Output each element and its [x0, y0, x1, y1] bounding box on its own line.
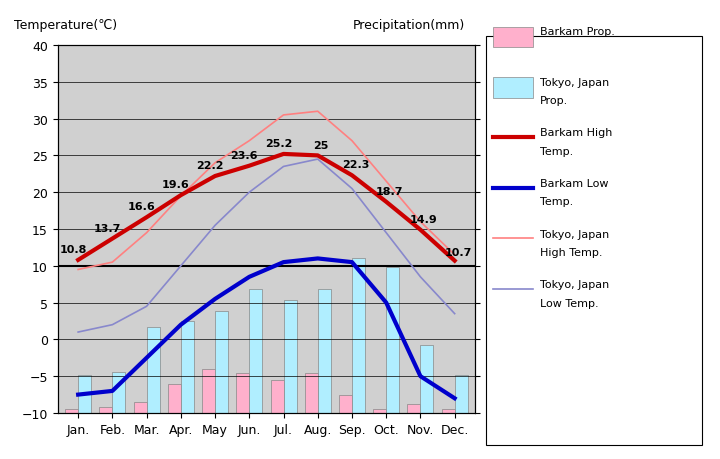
Text: Precipitation(mm): Precipitation(mm) [353, 19, 465, 32]
Bar [454, 375, 468, 413]
Text: High Temp.: High Temp. [540, 247, 603, 257]
Text: 25.2: 25.2 [265, 139, 292, 149]
Bar [249, 290, 262, 413]
Text: 25: 25 [313, 140, 329, 150]
Text: Low Temp.: Low Temp. [540, 298, 598, 308]
Bar [65, 409, 78, 413]
Text: Barkam Low: Barkam Low [540, 179, 608, 189]
Text: 18.7: 18.7 [376, 186, 403, 196]
Bar [236, 373, 249, 413]
Text: Prop.: Prop. [540, 96, 568, 106]
Text: 23.6: 23.6 [230, 151, 258, 161]
Bar [99, 407, 112, 413]
Text: 22.3: 22.3 [342, 160, 369, 170]
Bar [147, 327, 160, 413]
Text: 22.2: 22.2 [196, 161, 224, 171]
Text: Temp.: Temp. [540, 146, 573, 157]
Bar [271, 380, 284, 413]
Bar [78, 375, 91, 413]
Bar [408, 404, 420, 413]
Bar [202, 369, 215, 413]
Bar [215, 312, 228, 413]
Text: 16.6: 16.6 [127, 202, 156, 212]
Bar [420, 345, 433, 413]
Bar [305, 373, 318, 413]
Text: Tokyo, Japan: Tokyo, Japan [540, 229, 609, 239]
Bar [284, 300, 297, 413]
Bar [386, 268, 399, 413]
Bar [168, 384, 181, 413]
Bar [181, 321, 194, 413]
Text: Temperature(℃): Temperature(℃) [14, 19, 117, 32]
Text: Barkam Prop.: Barkam Prop. [540, 27, 615, 37]
Bar [441, 409, 454, 413]
Text: 13.7: 13.7 [94, 223, 121, 233]
Text: Tokyo, Japan: Tokyo, Japan [540, 78, 609, 88]
Text: 19.6: 19.6 [162, 180, 189, 190]
Bar [339, 395, 352, 413]
Text: Barkam High: Barkam High [540, 128, 613, 138]
Text: 10.7: 10.7 [444, 247, 472, 257]
Bar [134, 402, 147, 413]
Bar [318, 290, 330, 413]
Text: Temp.: Temp. [540, 197, 573, 207]
Text: Tokyo, Japan: Tokyo, Japan [540, 280, 609, 290]
Text: 14.9: 14.9 [410, 214, 438, 224]
Bar [112, 372, 125, 413]
Bar [373, 409, 386, 413]
Bar [352, 259, 365, 413]
Text: 10.8: 10.8 [59, 245, 86, 254]
